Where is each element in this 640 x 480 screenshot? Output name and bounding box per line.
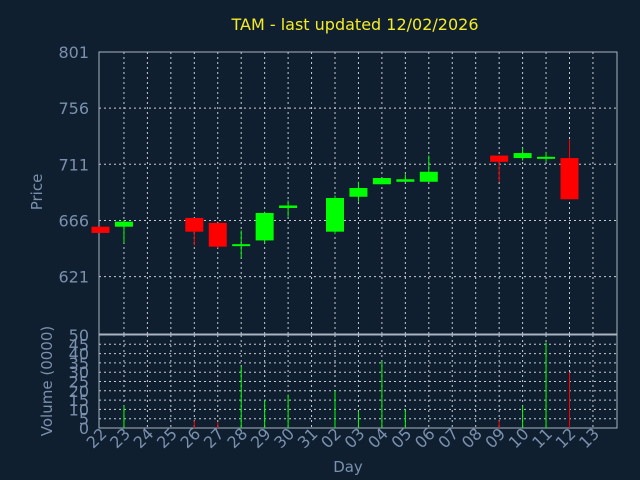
volume-tick-label: 40 xyxy=(69,345,89,364)
candle-body xyxy=(490,155,509,162)
price-tick-label: 711 xyxy=(58,155,89,174)
volume-tick-label: 30 xyxy=(69,363,89,382)
volume-tick-label: 45 xyxy=(69,335,89,354)
x-axis-label: Day xyxy=(333,458,363,476)
candle-body xyxy=(208,222,227,247)
candle-body xyxy=(396,179,415,182)
chart-layers: 6216667117568010510152025303540455022232… xyxy=(58,43,618,452)
candle-body xyxy=(372,178,391,185)
candle-body xyxy=(279,205,298,208)
volume-tick-label: 25 xyxy=(69,373,89,392)
candle-body xyxy=(560,158,579,200)
volume-tick-label: 20 xyxy=(69,382,89,401)
price-panel-frame xyxy=(98,51,618,335)
volume-tick-label: 35 xyxy=(69,354,89,373)
volume-tick-label: 15 xyxy=(69,391,89,410)
price-tick-label: 621 xyxy=(58,268,89,287)
candle-body xyxy=(537,156,556,159)
price-axis-label: Price xyxy=(28,174,46,211)
candle-body xyxy=(513,153,532,159)
candle-body xyxy=(114,221,133,227)
candle-body xyxy=(91,226,110,233)
price-tick-label: 666 xyxy=(58,211,89,230)
candle-body xyxy=(255,212,274,241)
price-tick-label: 756 xyxy=(58,99,89,118)
price-tick-label: 801 xyxy=(58,43,89,62)
volume-tick-label: 0 xyxy=(79,419,89,438)
candle-body xyxy=(349,188,368,197)
candle-body xyxy=(232,244,251,247)
candle-body xyxy=(185,217,204,232)
volume-tick-label: 10 xyxy=(69,400,89,419)
candle-body xyxy=(326,197,344,232)
candle-body xyxy=(419,171,438,182)
volume-axis-label: Volume (0000) xyxy=(38,326,56,436)
chart-title: TAM - last updated 12/02/2026 xyxy=(230,15,478,34)
volume-tick-label: 5 xyxy=(79,410,89,429)
volume-tick-label: 50 xyxy=(69,326,89,345)
